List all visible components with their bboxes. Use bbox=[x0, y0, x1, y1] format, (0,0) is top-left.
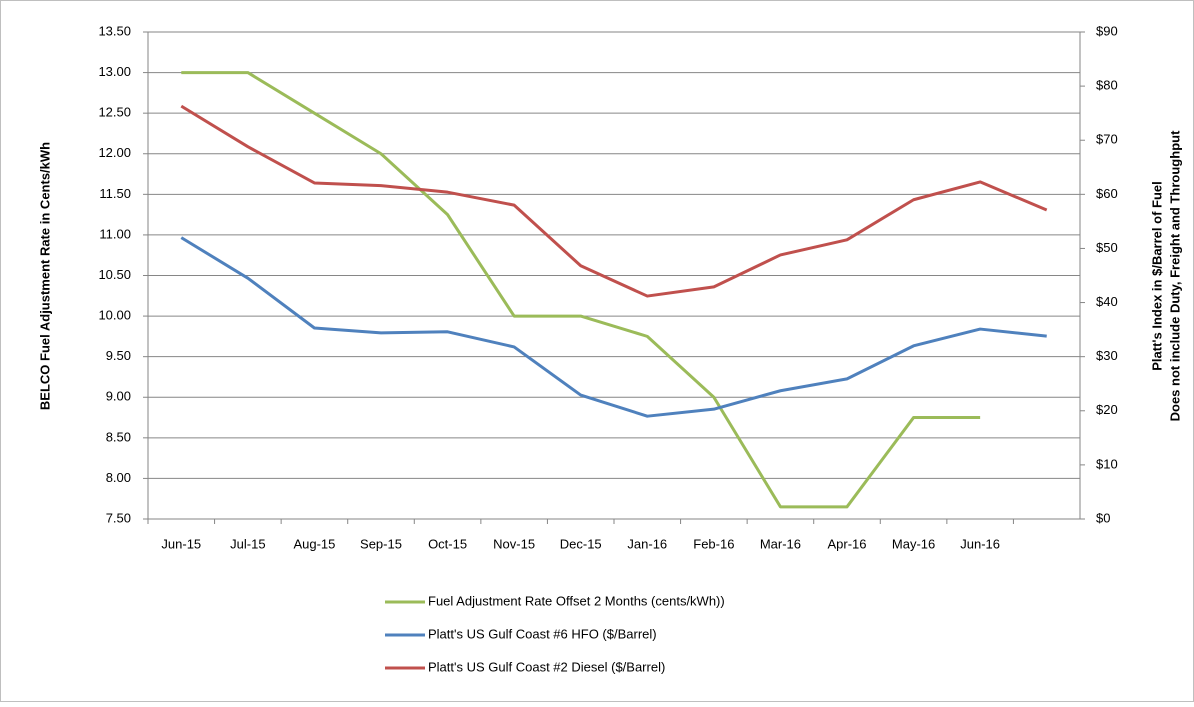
series-line bbox=[180, 236, 1047, 418]
x-tick-label: Apr-16 bbox=[827, 536, 866, 551]
y-tick-label: 11.50 bbox=[99, 186, 131, 201]
y-axis-title: BELCO Fuel Adjustment Rate in Cents/kWh bbox=[37, 142, 52, 410]
y-tick-label: 11.00 bbox=[99, 226, 131, 241]
y2-tick-label: $10 bbox=[1096, 456, 1118, 471]
y2-tick-label: $30 bbox=[1096, 348, 1118, 363]
x-tick-label: Oct-15 bbox=[428, 536, 467, 551]
y-tick-label: 8.00 bbox=[106, 470, 131, 485]
x-tick-label: Jan-16 bbox=[627, 536, 667, 551]
y2-tick-label: $70 bbox=[1096, 132, 1118, 147]
x-tick-label: May-16 bbox=[892, 536, 935, 551]
y2-tick-label: $40 bbox=[1096, 294, 1118, 309]
x-tick-label: Jun-16 bbox=[960, 536, 1000, 551]
y2-axis-title: Platt's Index in $/Barrel of Fuel bbox=[1149, 181, 1164, 370]
series-line bbox=[181, 71, 981, 509]
x-tick-label: Aug-15 bbox=[293, 536, 335, 551]
y2-tick-label: $50 bbox=[1096, 240, 1118, 255]
legend-label: Fuel Adjustment Rate Offset 2 Months (ce… bbox=[428, 593, 725, 608]
y-tick-label: 9.00 bbox=[106, 389, 131, 404]
x-tick-label: Jun-15 bbox=[161, 536, 201, 551]
y2-tick-label: $80 bbox=[1096, 78, 1118, 93]
x-tick-label: Mar-16 bbox=[760, 536, 801, 551]
y-tick-label: 12.50 bbox=[98, 105, 131, 120]
y-tick-label: 13.00 bbox=[98, 64, 131, 79]
x-tick-label: Dec-15 bbox=[560, 536, 602, 551]
y-tick-label: 13.50 bbox=[98, 23, 131, 38]
x-tick-label: Nov-15 bbox=[493, 536, 535, 551]
y2-tick-label: $60 bbox=[1096, 186, 1118, 201]
x-tick-label: Sep-15 bbox=[360, 536, 402, 551]
y2-tick-label: $0 bbox=[1096, 510, 1110, 525]
y-tick-label: 10.50 bbox=[98, 267, 131, 282]
x-tick-label: Feb-16 bbox=[693, 536, 734, 551]
y-tick-label: 9.50 bbox=[106, 348, 131, 363]
y-tick-label: 7.50 bbox=[106, 510, 131, 525]
legend-label: Platt's US Gulf Coast #6 HFO ($/Barrel) bbox=[428, 626, 657, 641]
y2-tick-label: $90 bbox=[1096, 23, 1118, 38]
y-tick-label: 10.00 bbox=[98, 308, 131, 323]
x-tick-label: Jul-15 bbox=[230, 536, 265, 551]
series-line bbox=[180, 104, 1048, 298]
y-tick-label: 8.50 bbox=[106, 429, 131, 444]
y2-axis-title: Does not include Duty, Freight and Throu… bbox=[1167, 130, 1182, 421]
legend-label: Platt's US Gulf Coast #2 Diesel ($/Barre… bbox=[428, 659, 665, 674]
y-tick-label: 12.00 bbox=[98, 145, 131, 160]
y2-tick-label: $20 bbox=[1096, 402, 1118, 417]
